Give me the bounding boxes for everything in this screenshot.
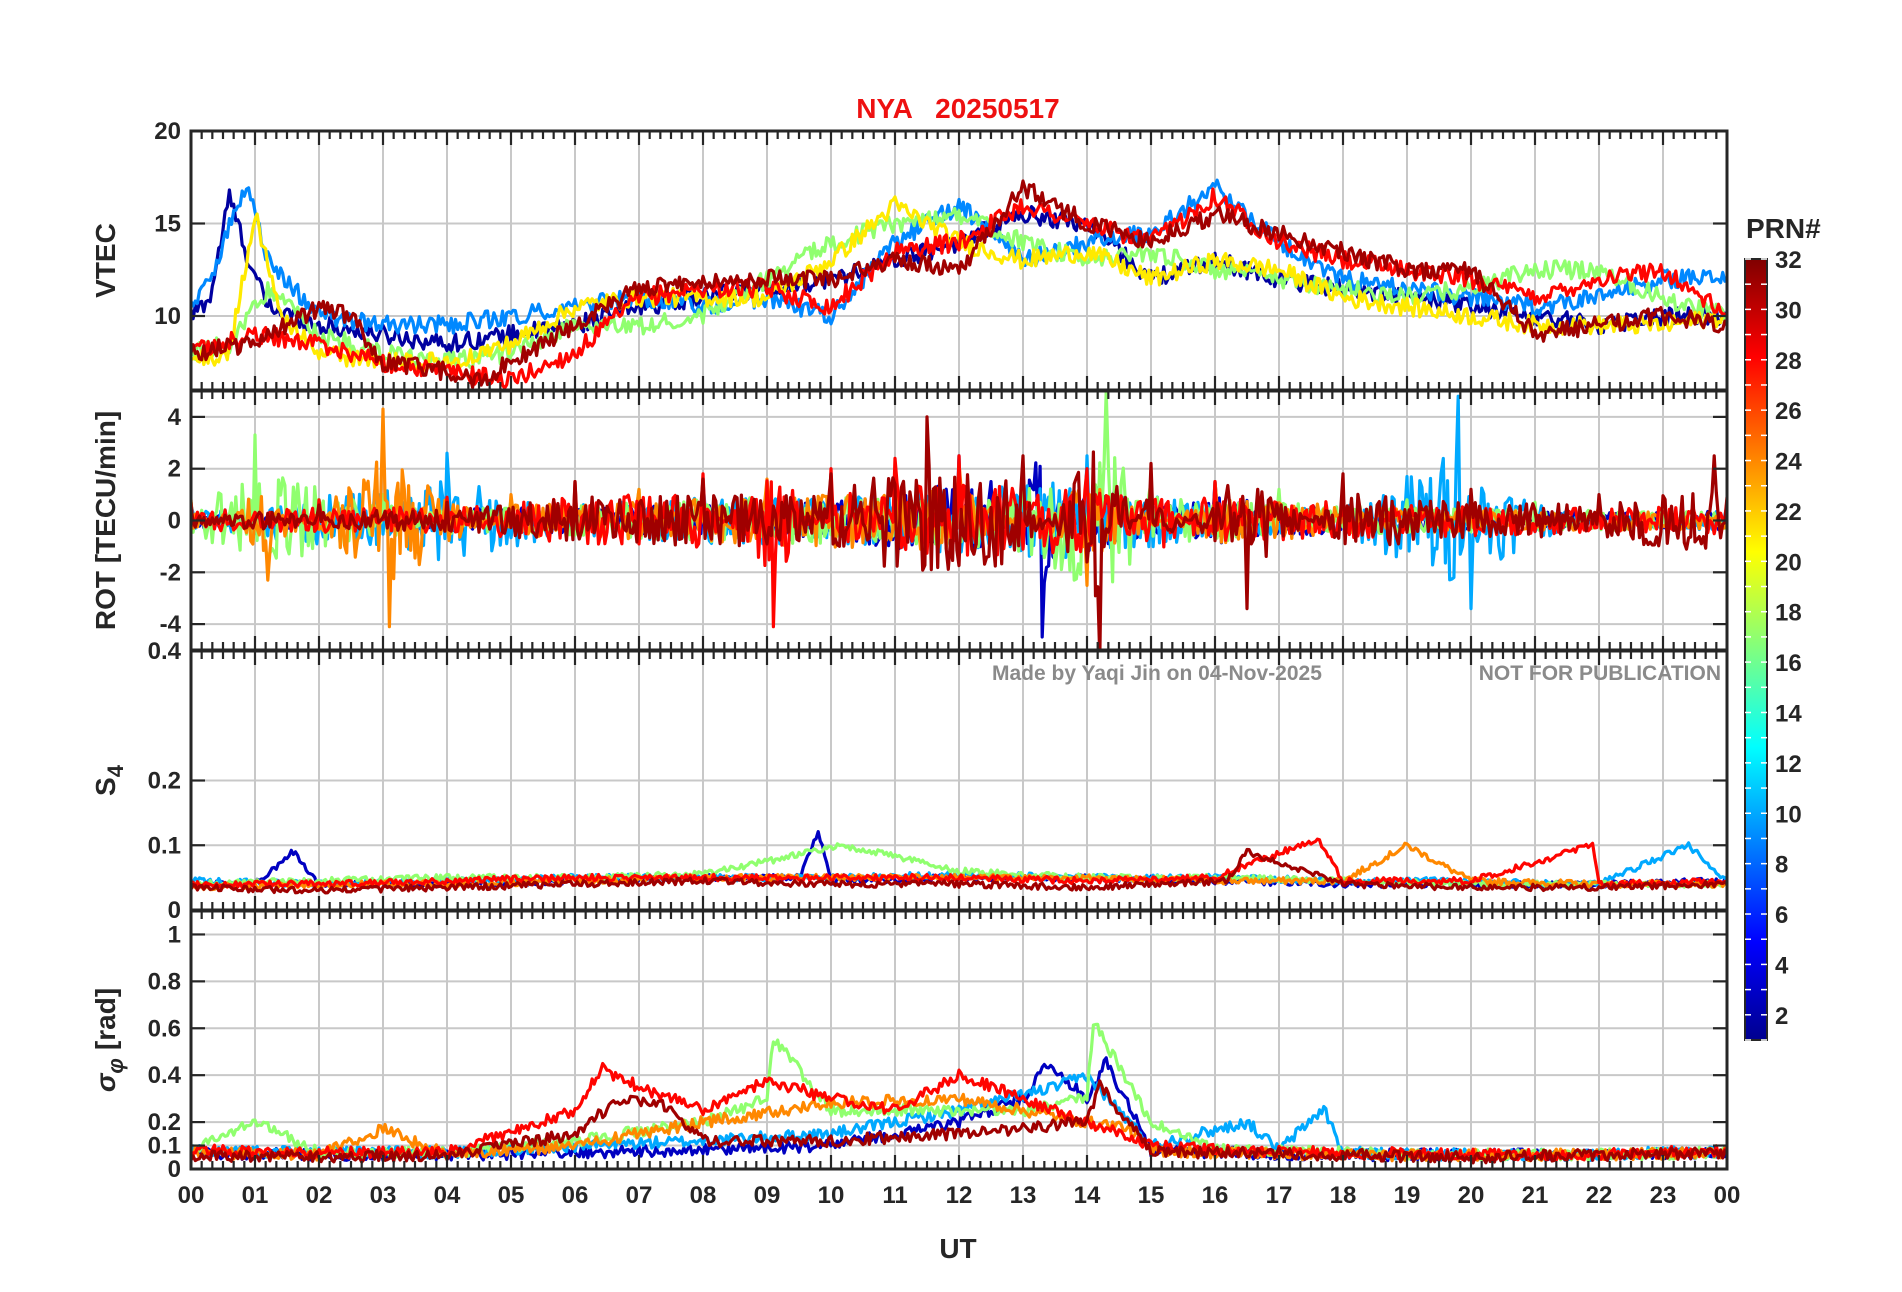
s4-y-tick-label: 0.1 bbox=[148, 832, 181, 859]
x-tick-label: 10 bbox=[818, 1182, 845, 1209]
rot-y-tick-label: 0 bbox=[168, 508, 181, 535]
sigma_phi-y-tick-label: 0.1 bbox=[148, 1133, 181, 1160]
x-tick-label: 21 bbox=[1522, 1182, 1549, 1209]
colorbar-tick-label: 8 bbox=[1775, 852, 1788, 879]
watermark-notice: NOT FOR PUBLICATION bbox=[1479, 662, 1721, 685]
panel-rot: -4 -2 0 2 4 ROT [TECU/min] bbox=[90, 389, 1729, 652]
colorbar-tick-label: 14 bbox=[1775, 700, 1802, 727]
x-tick-label: 22 bbox=[1586, 1182, 1613, 1209]
x-tick-label: 13 bbox=[1010, 1182, 1037, 1209]
colorbar-gradient bbox=[1744, 258, 1768, 1041]
x-tick-label: 11 bbox=[882, 1182, 907, 1209]
rot-y-axis-label: ROT [TECU/min] bbox=[90, 411, 121, 630]
s4-y-tick-label: 0.4 bbox=[148, 638, 182, 665]
sigma_phi-y-tick-label: 0.2 bbox=[148, 1109, 181, 1136]
x-axis-label: UT bbox=[939, 1233, 976, 1264]
x-tick-label: 00 bbox=[178, 1182, 205, 1209]
colorbar-tick-label: 32 bbox=[1775, 247, 1802, 274]
panel-sigma_phi: 00.10.2 0.4 0.6 0.8 1 σφ[rad] bbox=[90, 909, 1729, 1183]
vtec-y-tick-label: 20 bbox=[154, 118, 181, 145]
sigma_phi-y-tick-label: 0.8 bbox=[148, 968, 181, 995]
vtec-y-axis-label: VTEC bbox=[90, 223, 121, 298]
s4-y-tick-label: 0 bbox=[168, 897, 181, 924]
colorbar-label: PRN# bbox=[1746, 213, 1821, 244]
series-prn-31 bbox=[191, 847, 1727, 895]
sigma_phi-y-tick-label: 0.6 bbox=[148, 1015, 181, 1042]
x-tick-label: 15 bbox=[1138, 1182, 1165, 1209]
x-tick-label: 06 bbox=[562, 1182, 589, 1209]
colorbar-tick-label: 24 bbox=[1775, 449, 1802, 476]
colorbar-tick-label: 16 bbox=[1775, 650, 1802, 677]
panel-s4: 0 0.1 0.2 0.4 S4 bbox=[90, 638, 1729, 924]
rot-y-tick-label: 2 bbox=[168, 456, 181, 483]
x-tick-label: 12 bbox=[946, 1182, 973, 1209]
x-tick-label: 14 bbox=[1074, 1182, 1101, 1209]
x-tick-label: 17 bbox=[1266, 1182, 1293, 1209]
x-tick-label: 01 bbox=[242, 1182, 269, 1209]
series-prn-28 bbox=[191, 837, 1727, 889]
x-tick-label: 00 bbox=[1714, 1182, 1741, 1209]
x-tick-label: 23 bbox=[1650, 1182, 1677, 1209]
x-tick-label: 05 bbox=[498, 1182, 525, 1209]
s4-y-tick-label: 0.2 bbox=[148, 768, 181, 795]
chart-title: NYA 20250517 bbox=[856, 93, 1059, 124]
vtec-y-tick-label: 10 bbox=[154, 303, 181, 330]
x-tick-label: 02 bbox=[306, 1182, 333, 1209]
colorbar-tick-label: 2 bbox=[1775, 1003, 1788, 1030]
x-tick-label: 09 bbox=[754, 1182, 781, 1209]
rot-series-group bbox=[191, 391, 1727, 650]
colorbar-tick-label: 4 bbox=[1775, 952, 1789, 979]
colorbar-tick-label: 30 bbox=[1775, 297, 1802, 324]
series-prn-9 bbox=[191, 178, 1727, 335]
vtec-y-tick-label: 15 bbox=[154, 211, 181, 238]
sigma_phi-y-axis-label: σφ[rad] bbox=[90, 988, 128, 1092]
x-tick-label: 19 bbox=[1394, 1182, 1421, 1209]
colorbar-tick-label: 12 bbox=[1775, 751, 1802, 778]
vtec-series-group bbox=[191, 178, 1727, 390]
colorbar-tick-label: 6 bbox=[1775, 902, 1788, 929]
rot-y-tick-label: 4 bbox=[168, 404, 182, 431]
sigma_phi-y-tick-label: 0 bbox=[168, 1156, 181, 1183]
x-tick-label: 18 bbox=[1330, 1182, 1357, 1209]
panel-vtec: 10 15 20 VTEC bbox=[90, 118, 1729, 392]
x-tick-label: 04 bbox=[434, 1182, 461, 1209]
x-tick-label: 16 bbox=[1202, 1182, 1229, 1209]
x-tick-label: 03 bbox=[370, 1182, 397, 1209]
sigma_phi-y-tick-label: 1 bbox=[168, 921, 181, 948]
watermark-author: Made by Yaqi Jin on 04-Nov-2025 bbox=[992, 662, 1322, 685]
x-tick-label: 07 bbox=[626, 1182, 653, 1209]
sigma_phi-y-tick-label: 0.4 bbox=[148, 1062, 182, 1089]
rot-y-tick-label: -4 bbox=[160, 611, 182, 638]
series-prn-31 bbox=[191, 179, 1727, 389]
colorbar-tick-label: 22 bbox=[1775, 499, 1802, 526]
rot-y-tick-label: -2 bbox=[160, 559, 181, 586]
colorbar-tick-label: 26 bbox=[1775, 398, 1802, 425]
s4-series-group bbox=[191, 830, 1727, 895]
colorbar-tick-label: 28 bbox=[1775, 348, 1802, 375]
x-tick-label: 08 bbox=[690, 1182, 717, 1209]
colorbar-tick-label: 10 bbox=[1775, 801, 1802, 828]
s4-y-axis-label: S4 bbox=[90, 764, 128, 796]
x-tick-label: 20 bbox=[1458, 1182, 1485, 1209]
colorbar-tick-label: 18 bbox=[1775, 600, 1802, 627]
colorbar-tick-label: 20 bbox=[1775, 549, 1802, 576]
series-prn-31 bbox=[191, 415, 1727, 650]
